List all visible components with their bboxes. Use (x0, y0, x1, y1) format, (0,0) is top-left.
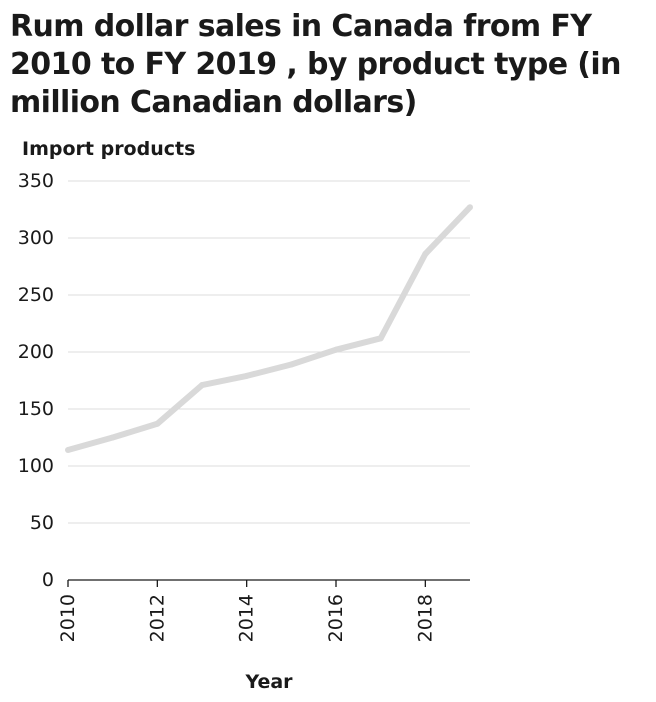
x-axis-title: Year (244, 671, 293, 693)
data-point-2014 (243, 372, 250, 379)
y-tick-label: 200 (18, 341, 54, 363)
chart-title: Rum dollar sales in Canada from FY 2010 … (10, 9, 621, 120)
y-tick-label: 50 (30, 512, 54, 534)
x-tick-label: 2014 (236, 594, 258, 642)
x-tick-label: 2016 (325, 594, 347, 642)
x-tick-label: 2018 (414, 594, 436, 642)
series-layer (65, 204, 473, 453)
y-tick-label: 300 (18, 227, 54, 249)
y-tick-labels: 0 50 100 150 200 250 300 350 (18, 170, 54, 591)
y-tick-label: 250 (18, 284, 54, 306)
series-line-0 (67, 205, 473, 453)
data-point-2019 (467, 204, 473, 211)
data-point-2018 (422, 251, 429, 257)
data-point-2012 (154, 420, 161, 427)
data-point-2013 (199, 382, 205, 389)
data-point-2010 (65, 447, 71, 453)
data-point-2016 (333, 346, 339, 353)
y-axis-title: Import products (22, 138, 195, 160)
y-tick-label: 0 (42, 569, 54, 591)
gridlines (68, 180, 470, 524)
y-tick-label: 350 (18, 170, 54, 192)
x-tick-label: 2010 (57, 594, 79, 642)
y-tick-label: 150 (18, 398, 54, 420)
data-point-2011 (109, 434, 116, 441)
x-tick-label: 2012 (146, 594, 168, 642)
x-tick-labels: 2010 2012 2014 2016 2018 (57, 594, 436, 642)
axes (67, 579, 470, 587)
data-point-2015 (288, 361, 295, 368)
y-tick-label: 100 (18, 455, 54, 477)
data-point-2017 (377, 335, 384, 342)
